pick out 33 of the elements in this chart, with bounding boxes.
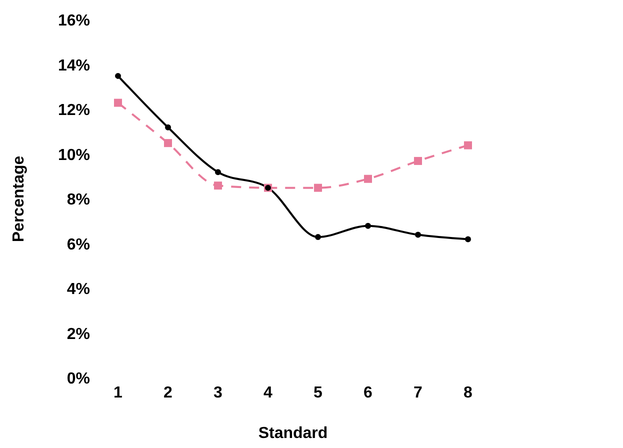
point	[214, 182, 222, 190]
x-tick-label: 2	[164, 384, 173, 402]
point	[365, 222, 371, 229]
y-tick-label: 6%	[66, 236, 90, 254]
y-tick-label: 2%	[66, 326, 90, 343]
y-tick-label: 0%	[66, 370, 90, 388]
point	[314, 184, 322, 192]
point	[315, 234, 321, 240]
y-tick-label: 12%	[58, 102, 90, 120]
point	[465, 236, 471, 242]
point	[114, 98, 122, 107]
point	[165, 124, 171, 130]
y-tick-label: 10%	[58, 146, 90, 164]
point	[464, 141, 472, 150]
y-tick-label: 14%	[58, 57, 90, 74]
point	[414, 156, 422, 165]
x-tick-label: 4	[264, 384, 273, 402]
y-tick-label: 8%	[66, 192, 90, 209]
point	[415, 232, 421, 238]
x-tick-label: 3	[214, 384, 223, 402]
y-tick-label: 16%	[58, 12, 90, 30]
x-tick-label: 6	[364, 384, 373, 402]
x-tick-label: 1	[114, 384, 123, 402]
point	[215, 169, 221, 176]
point	[164, 139, 172, 148]
x-tick-label: 8	[464, 384, 473, 402]
x-axis-title: Standard	[258, 425, 328, 442]
x-tick-label: 5	[314, 384, 323, 402]
y-tick-label: 4%	[66, 281, 90, 298]
y-axis-title: Percentage	[10, 156, 28, 242]
point	[115, 72, 121, 79]
x-tick-label: 7	[414, 384, 423, 402]
point	[364, 174, 372, 183]
